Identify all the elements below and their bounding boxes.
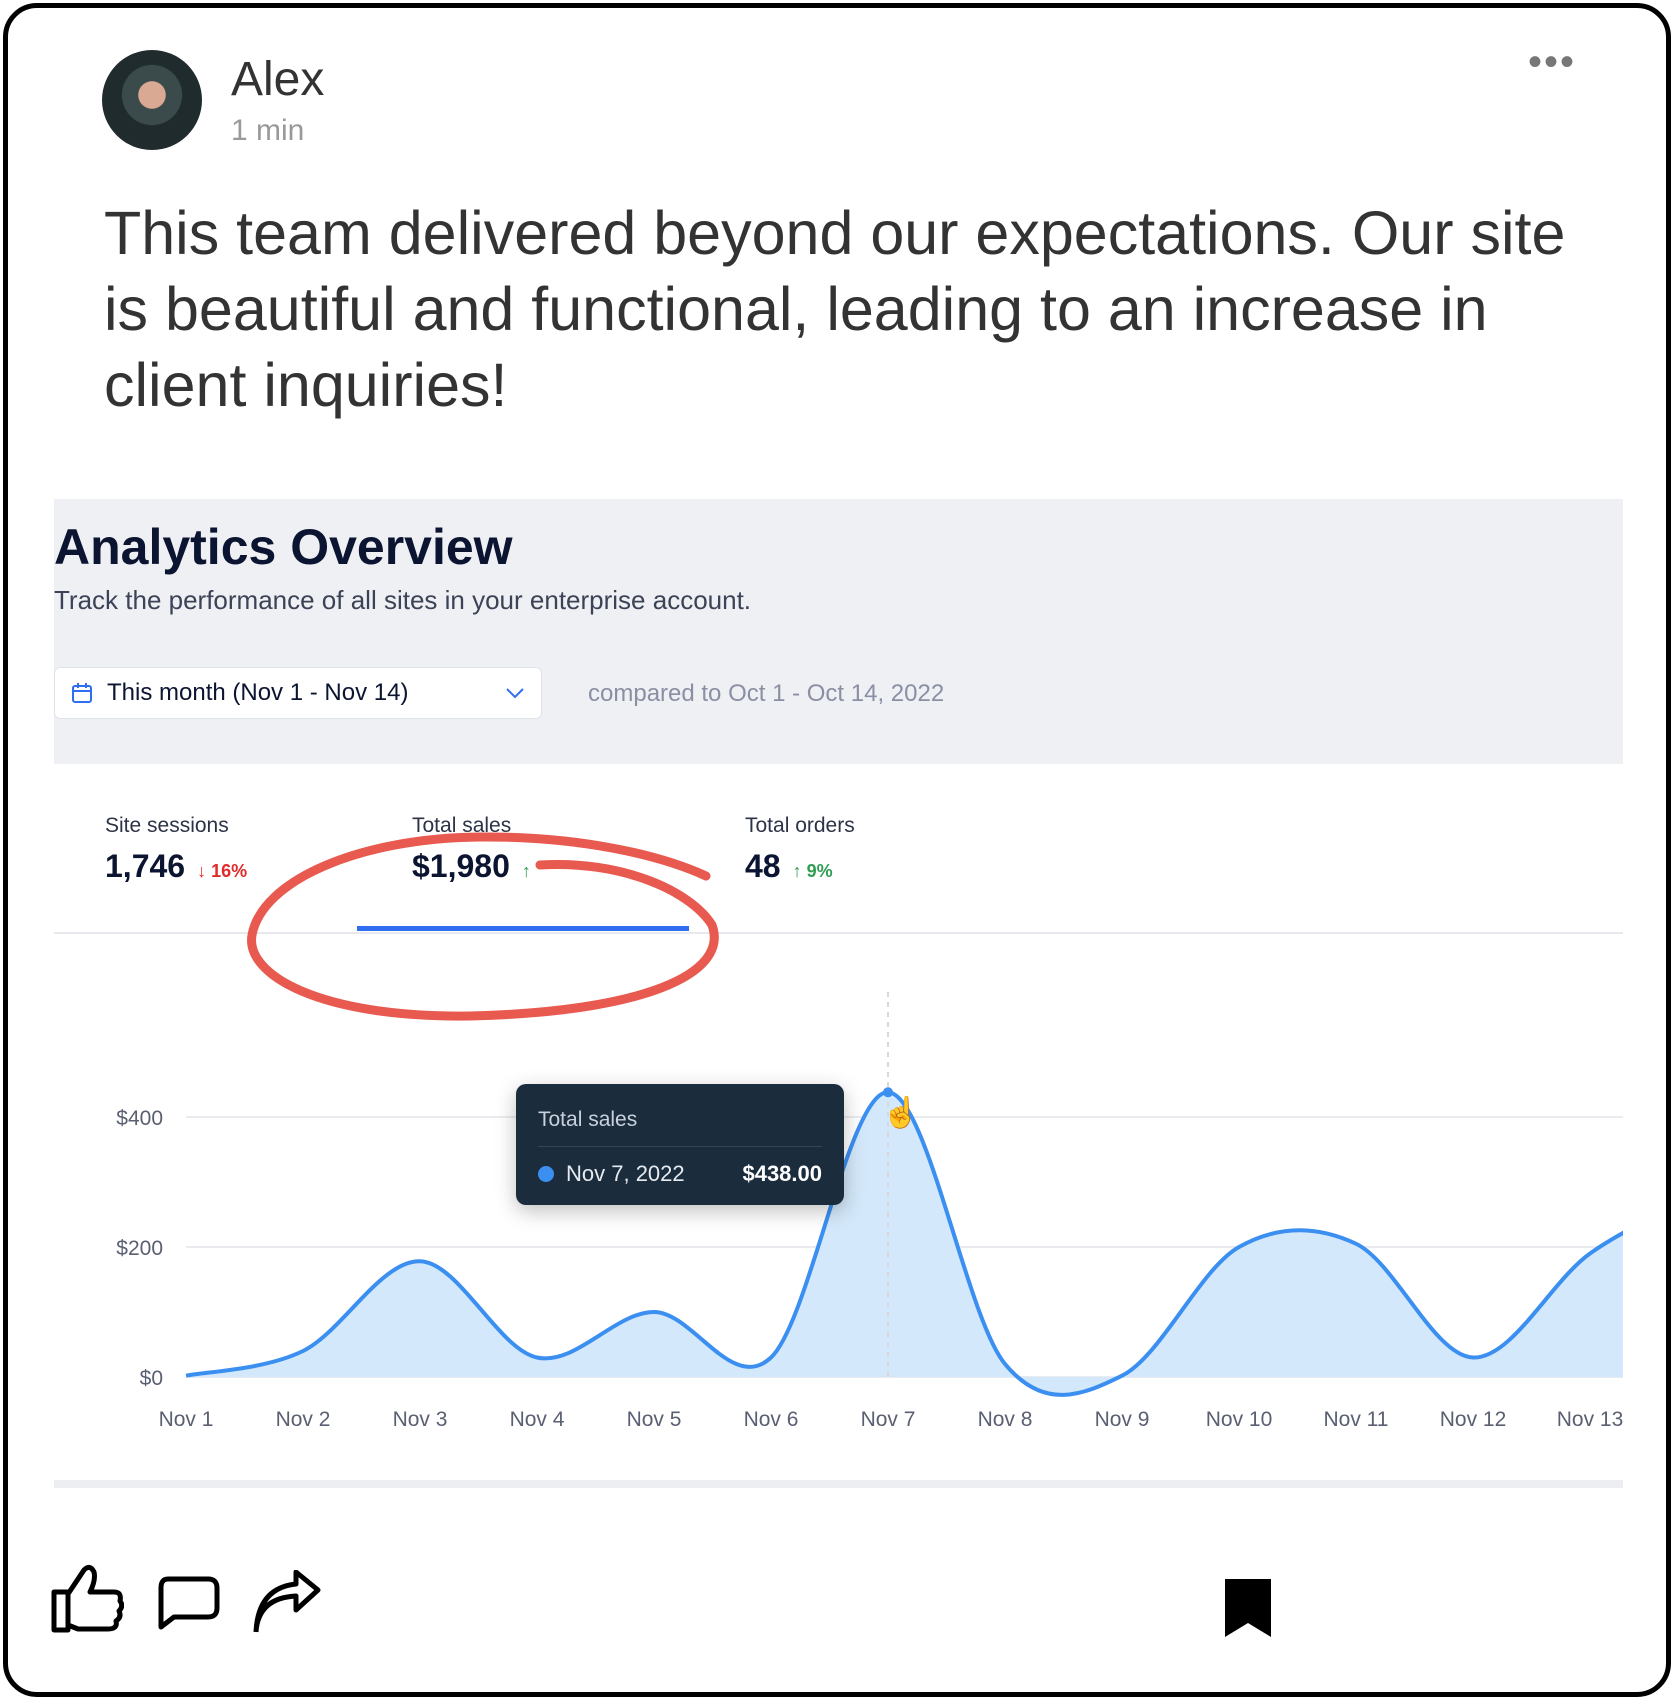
x-tick-label: Nov 7 <box>861 1408 916 1431</box>
series-dot-icon <box>538 1166 554 1182</box>
x-tick-label: Nov 4 <box>510 1408 565 1431</box>
comment-icon[interactable] <box>156 1576 220 1630</box>
stat-value: 48 <box>745 848 781 884</box>
x-tick-label: Nov 8 <box>978 1408 1033 1431</box>
x-tick-label: Nov 3 <box>393 1408 448 1431</box>
x-tick-label: Nov 13 <box>1557 1408 1624 1431</box>
stat-site-sessions[interactable]: Site sessions 1,746 ↓ 16% <box>105 814 247 885</box>
data-point <box>883 1087 893 1098</box>
hand-cursor-icon: ☝ <box>882 1093 919 1130</box>
page-title: Analytics Overview <box>54 519 513 575</box>
thumbs-up-icon[interactable] <box>50 1562 124 1634</box>
chevron-down-icon <box>506 688 524 699</box>
tooltip-title: Total sales <box>538 1108 822 1147</box>
calendar-icon <box>72 683 92 703</box>
tooltip-date: Nov 7, 2022 <box>566 1161 685 1186</box>
x-tick-label: Nov 5 <box>627 1408 682 1431</box>
x-tick-label: Nov 6 <box>744 1408 799 1431</box>
x-tick-label: Nov 9 <box>1095 1408 1150 1431</box>
y-tick-label: $200 <box>116 1237 163 1260</box>
share-icon[interactable] <box>252 1570 322 1636</box>
area-fill <box>186 1092 1623 1395</box>
x-tick-label: Nov 11 <box>1324 1408 1389 1431</box>
post-time: 1 min <box>231 114 305 147</box>
chart-tooltip: Total sales Nov 7, 2022 $438.00 <box>516 1084 844 1205</box>
tabs-divider <box>54 932 1623 934</box>
comparison-text: compared to Oct 1 - Oct 14, 2022 <box>588 680 945 707</box>
x-tick-label: Nov 1 <box>159 1408 214 1431</box>
x-tick-label: Nov 10 <box>1206 1408 1273 1431</box>
stat-total-orders[interactable]: Total orders 48 ↑ 9% <box>745 814 855 885</box>
avatar[interactable] <box>102 50 202 150</box>
date-range-value: This month (Nov 1 - Nov 14) <box>107 679 409 706</box>
date-range-dropdown[interactable]: This month (Nov 1 - Nov 14) <box>54 667 542 719</box>
page-subtitle: Track the performance of all sites in yo… <box>54 585 752 615</box>
stat-label: Site sessions <box>105 814 229 837</box>
panel-bottom-edge <box>54 1480 1623 1488</box>
stat-value: 1,746 <box>105 848 186 884</box>
stat-delta: ↓ 16% <box>197 861 248 881</box>
stat-delta: ↑ 9% <box>792 861 833 881</box>
author-name[interactable]: Alex <box>231 53 325 106</box>
post-text: This team delivered beyond our expectati… <box>104 199 1566 419</box>
y-tick-label: $0 <box>140 1367 163 1390</box>
series-line <box>185 1090 1623 1397</box>
x-tick-label: Nov 12 <box>1440 1408 1507 1431</box>
bookmark-icon[interactable] <box>1222 1576 1274 1640</box>
analytics-header-bg <box>54 499 1623 764</box>
x-tick-label: Nov 2 <box>276 1408 331 1431</box>
stat-label: Total sales <box>412 814 512 837</box>
more-horizontal-icon[interactable]: ••• <box>1528 40 1577 84</box>
stat-label: Total orders <box>745 814 855 837</box>
tooltip-value: $438.00 <box>742 1161 822 1186</box>
y-tick-label: $400 <box>116 1107 163 1130</box>
